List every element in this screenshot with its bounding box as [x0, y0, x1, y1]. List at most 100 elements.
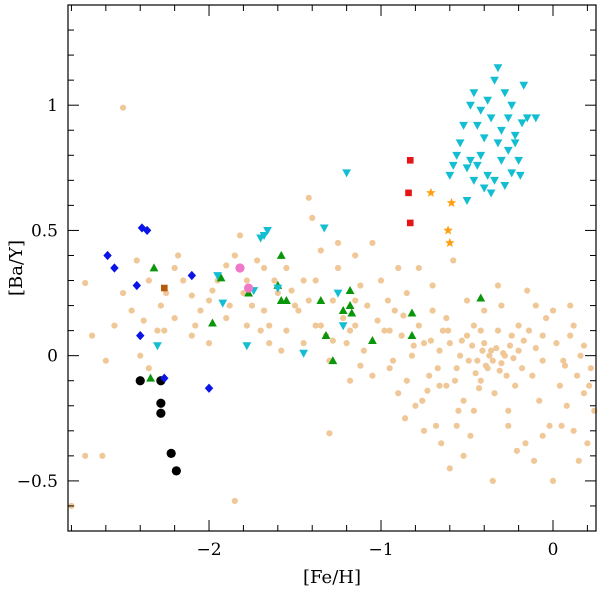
data-point	[475, 385, 483, 392]
y-tick-label: 1	[47, 96, 58, 116]
data-point	[563, 402, 570, 409]
data-point	[573, 372, 581, 379]
data-point	[514, 156, 524, 165]
data-point	[257, 327, 264, 334]
data-point	[374, 317, 381, 324]
data-point	[300, 340, 307, 347]
data-point	[481, 307, 488, 314]
data-point	[508, 332, 515, 339]
data-point	[135, 376, 145, 386]
data-point	[536, 397, 543, 404]
data-point	[436, 382, 443, 389]
data-point	[543, 314, 550, 322]
data-point	[455, 139, 465, 148]
x-axis-label: [Fe/H]	[303, 567, 361, 588]
data-point	[469, 176, 479, 185]
data-point	[420, 340, 428, 347]
data-point	[567, 302, 574, 309]
data-point	[489, 357, 496, 364]
data-point	[102, 357, 109, 364]
data-point	[530, 457, 538, 464]
data-point	[278, 347, 285, 354]
data-point	[549, 477, 557, 485]
data-point	[577, 352, 584, 359]
data-point	[291, 302, 299, 309]
data-point	[446, 197, 457, 207]
data-point	[436, 347, 443, 354]
data-point	[401, 415, 409, 422]
data-point	[561, 362, 569, 369]
data-point	[329, 337, 336, 344]
data-point	[410, 342, 417, 349]
data-point	[443, 382, 450, 389]
data-point	[99, 452, 106, 459]
data-point	[260, 264, 268, 272]
series-brown-square	[161, 284, 168, 292]
data-point	[360, 347, 367, 354]
data-point	[506, 342, 514, 349]
data-point	[347, 308, 357, 317]
data-point	[477, 377, 484, 384]
data-point	[503, 146, 513, 155]
data-point	[446, 465, 453, 472]
series-black-circles	[135, 376, 181, 476]
data-point	[395, 264, 402, 272]
data-point	[187, 270, 197, 281]
data-point	[213, 272, 223, 281]
data-point	[498, 302, 505, 309]
data-point	[434, 365, 441, 372]
y-tick-label: 0.5	[31, 221, 58, 241]
data-point	[531, 114, 541, 123]
data-point	[524, 287, 531, 294]
data-point	[82, 279, 89, 287]
data-point	[133, 257, 140, 264]
data-point	[477, 327, 484, 334]
data-point	[352, 252, 359, 259]
data-point	[476, 106, 486, 115]
data-point	[476, 151, 486, 160]
data-point	[408, 352, 416, 359]
data-point	[532, 345, 539, 352]
data-point	[243, 322, 250, 329]
data-points	[68, 64, 598, 510]
data-point	[463, 332, 471, 339]
data-point	[567, 332, 574, 339]
data-point	[462, 196, 472, 205]
data-point	[299, 349, 309, 358]
data-point	[486, 189, 496, 198]
data-point	[570, 322, 577, 329]
data-point	[500, 181, 510, 190]
series-field-stars	[68, 104, 598, 510]
data-point	[266, 340, 273, 347]
data-point	[494, 327, 502, 334]
data-point	[209, 287, 216, 294]
data-point	[300, 277, 307, 284]
data-point	[546, 422, 553, 429]
data-point	[317, 322, 324, 329]
data-point	[505, 422, 512, 429]
data-point	[539, 332, 546, 339]
data-point	[110, 263, 119, 273]
data-point	[503, 114, 513, 123]
data-point	[472, 121, 482, 130]
data-point	[584, 440, 591, 447]
data-point	[254, 257, 261, 264]
data-point	[489, 477, 496, 485]
data-point	[415, 322, 422, 329]
data-point	[515, 171, 525, 180]
data-point	[345, 300, 355, 309]
data-point	[345, 285, 355, 294]
data-point	[500, 89, 510, 98]
data-point	[240, 289, 247, 297]
data-point	[459, 121, 468, 130]
data-point	[553, 340, 560, 347]
data-point	[274, 289, 281, 297]
data-point	[305, 194, 312, 201]
series-red-squares	[405, 156, 414, 227]
data-point	[470, 322, 477, 329]
data-point	[140, 317, 147, 324]
data-point	[188, 332, 195, 339]
data-point	[493, 139, 503, 148]
data-point	[406, 156, 414, 164]
